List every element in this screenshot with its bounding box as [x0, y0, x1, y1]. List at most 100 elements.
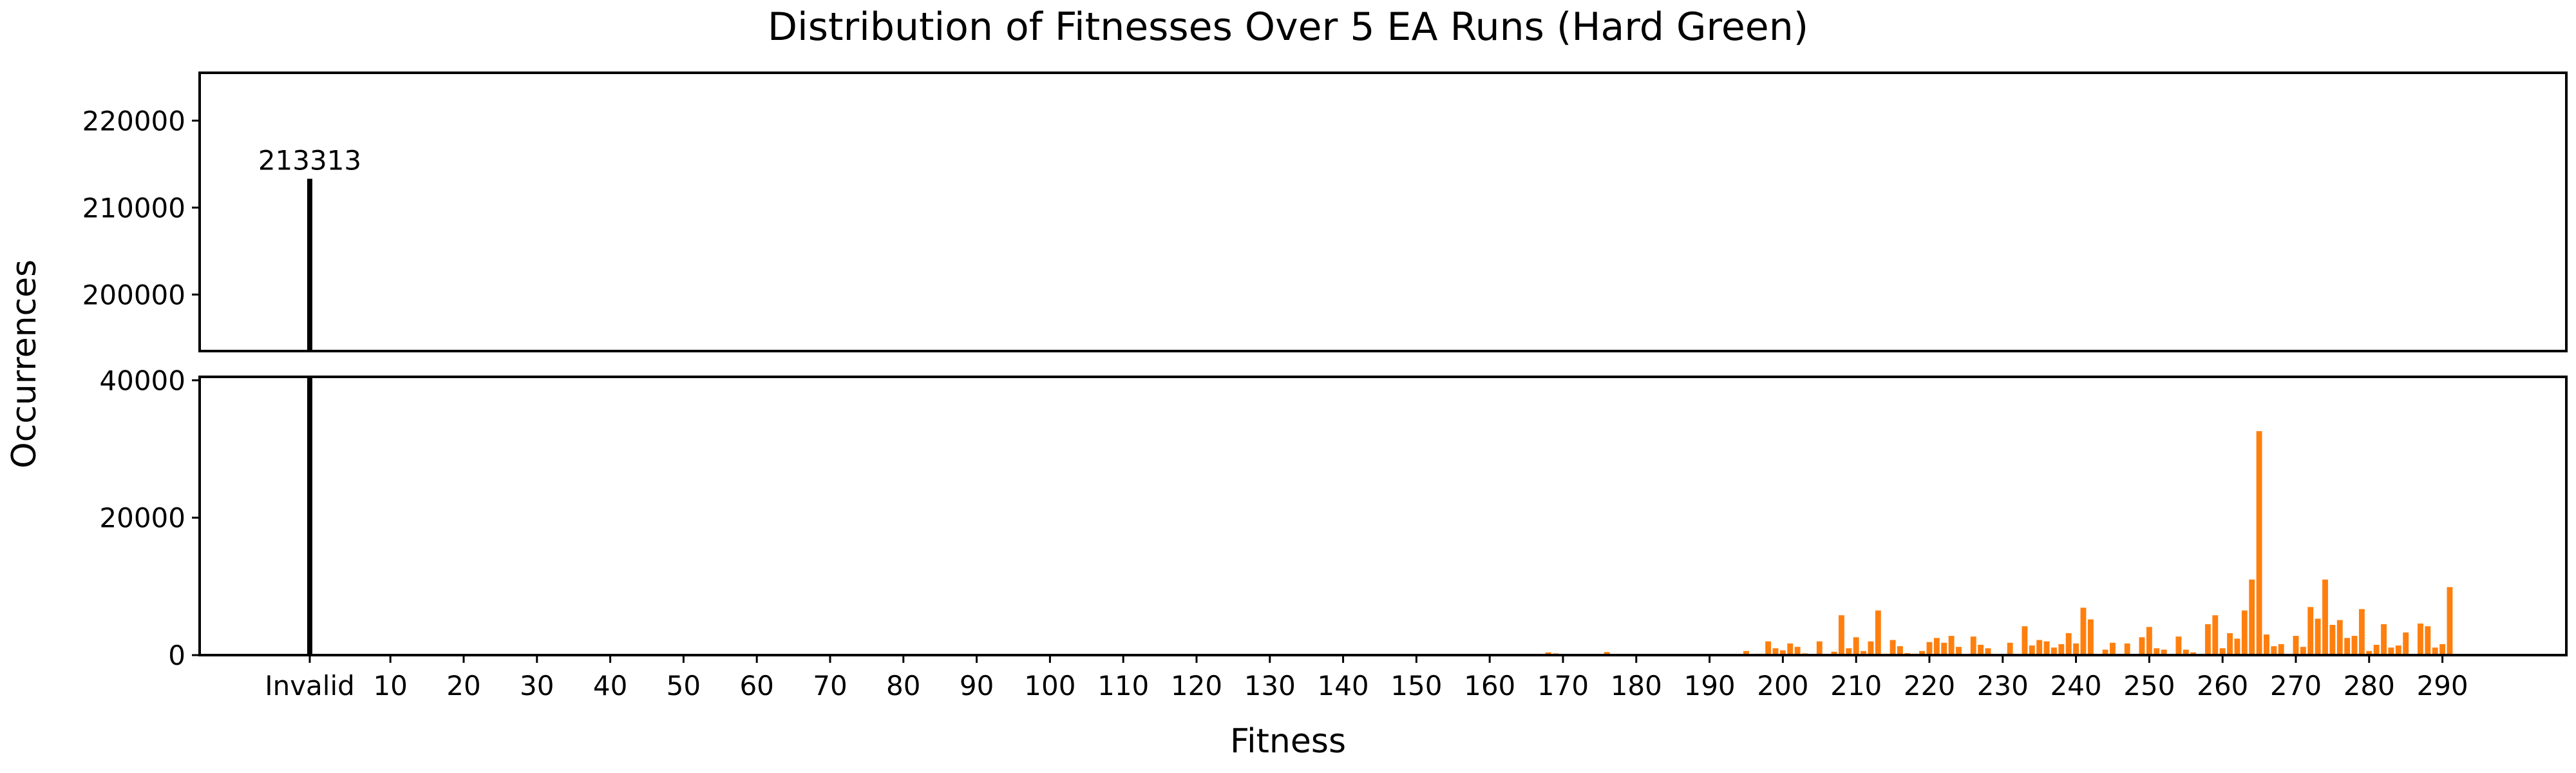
- fitness-bar: [2395, 645, 2401, 655]
- fitness-bar: [2065, 633, 2072, 655]
- y-tick-label: 0: [168, 640, 185, 671]
- fitness-bar: [2403, 632, 2409, 655]
- fitness-bar: [2447, 587, 2453, 655]
- fitness-bar: [2227, 633, 2233, 655]
- fitness-bar: [2161, 649, 2167, 655]
- fitness-bar: [2271, 646, 2277, 655]
- fitness-bar: [1779, 650, 1786, 655]
- fitness-bar: [1831, 651, 1837, 655]
- fitness-bar: [1933, 638, 1940, 655]
- upper-y-ticks: 200000 210000 220000: [82, 105, 200, 310]
- x-tick-label: 20: [446, 670, 480, 701]
- fitness-bar: [1875, 610, 1881, 655]
- x-tick-label: 30: [520, 670, 554, 701]
- fitness-bar: [2351, 636, 2358, 655]
- upper-panel: 213313 200000 210000 220000: [82, 72, 2568, 352]
- fitness-bar: [1787, 643, 1794, 655]
- x-tick-label: 140: [1317, 670, 1368, 701]
- fitness-bar: [2080, 607, 2087, 655]
- x-tick-label: 70: [813, 670, 847, 701]
- x-tick-label: 150: [1390, 670, 1442, 701]
- fitness-bar: [2315, 618, 2321, 655]
- fitness-bar: [2007, 642, 2013, 655]
- x-tick-label: 100: [1024, 670, 1075, 701]
- x-tick-label: 190: [1683, 670, 1735, 701]
- fitness-bar: [2388, 647, 2394, 655]
- x-tick-label: 270: [2270, 670, 2322, 701]
- upper-panel-frame: [198, 72, 2568, 352]
- fitness-bar: [2234, 638, 2240, 655]
- x-tick-label: 50: [667, 670, 701, 701]
- fitness-bar: [2043, 641, 2050, 655]
- fitness-bar: [1861, 651, 1866, 655]
- fitness-bar: [1816, 641, 1823, 655]
- fitness-bar: [1765, 641, 1772, 655]
- lower-panel: 0 20000 40000 Invalid 10 20 30 40 50 60 70 80 90 100…: [99, 365, 2568, 701]
- lower-y-ticks: 0 20000 40000: [99, 365, 200, 671]
- x-tick-label: 60: [739, 670, 773, 701]
- fitness-bar: [1794, 647, 1801, 655]
- lower-bars-group: [307, 377, 2453, 655]
- x-tick-label: 260: [2197, 670, 2248, 701]
- fitness-bar: [1889, 640, 1896, 655]
- fitness-bar: [2219, 648, 2226, 655]
- x-tick-label: 160: [1464, 670, 1515, 701]
- fitness-bar: [2439, 644, 2446, 655]
- fitness-bar: [1948, 636, 1955, 655]
- x-tick-label: 110: [1097, 670, 1149, 701]
- fitness-bar: [2212, 615, 2219, 655]
- fitness-bar: [2278, 644, 2284, 655]
- fitness-bar: [2373, 645, 2380, 655]
- x-tick-label: 290: [2416, 670, 2468, 701]
- x-tick-label: 40: [593, 670, 627, 701]
- y-tick-label: 220000: [82, 105, 185, 137]
- fitness-bar: [2183, 649, 2189, 655]
- fitness-bar: [2036, 640, 2043, 655]
- fitness-bar: [2300, 647, 2306, 655]
- fitness-bar: [2249, 579, 2255, 655]
- upper-bars-group: 213313: [258, 145, 361, 351]
- fitness-bar: [2418, 623, 2423, 655]
- fitness-bar: [2146, 627, 2152, 655]
- fitness-bar: [2102, 649, 2108, 655]
- fitness-bar: [1838, 615, 1844, 655]
- fitness-bar: [2293, 636, 2299, 655]
- fitness-bar: [1926, 642, 1933, 655]
- fitness-bar: [1919, 651, 1926, 655]
- fitness-bar: [2022, 626, 2028, 655]
- fitness-bar: [1970, 636, 1976, 655]
- fitness-bar: [2366, 651, 2372, 655]
- x-tick-label: 250: [2123, 670, 2175, 701]
- fitness-bar: [1853, 637, 1859, 655]
- fitness-bar: [1897, 646, 1903, 655]
- fitness-bar: [2110, 642, 2116, 655]
- y-tick-label: 20000: [99, 502, 185, 534]
- fitness-bar: [2307, 607, 2314, 655]
- fitness-bar: [1743, 651, 1749, 655]
- fitness-bar: [2256, 431, 2262, 655]
- fitness-bar: [2124, 643, 2130, 655]
- fitness-bar: [2175, 636, 2182, 655]
- fitness-bar: [2190, 652, 2197, 655]
- x-tick-label: 90: [960, 670, 994, 701]
- fitness-bar: [1978, 645, 1984, 655]
- x-axis-label: Fitness: [1230, 722, 1346, 761]
- fitness-bar: [2029, 645, 2035, 655]
- fitness-bar: [2322, 579, 2328, 655]
- x-tick-label: 180: [1611, 670, 1662, 701]
- x-tick-label: 240: [2050, 670, 2101, 701]
- x-tick-label: 10: [373, 670, 407, 701]
- fitness-bar: [2336, 620, 2343, 655]
- y-tick-label: 40000: [99, 365, 185, 396]
- x-tick-label: Invalid: [265, 670, 355, 701]
- invalid-bar-lower: [307, 377, 312, 655]
- fitness-bar: [2051, 647, 2057, 655]
- fitness-bar: [1604, 652, 1610, 655]
- fitness-bar: [1545, 652, 1551, 655]
- fitness-bar: [2432, 647, 2438, 655]
- fitness-bar: [2425, 626, 2431, 655]
- fitness-bar: [2139, 637, 2145, 655]
- x-ticks: Invalid 10 20 30 40 50 60 70 80 90 100 110 120 130 140…: [265, 655, 2468, 701]
- fitness-bar: [2344, 638, 2351, 655]
